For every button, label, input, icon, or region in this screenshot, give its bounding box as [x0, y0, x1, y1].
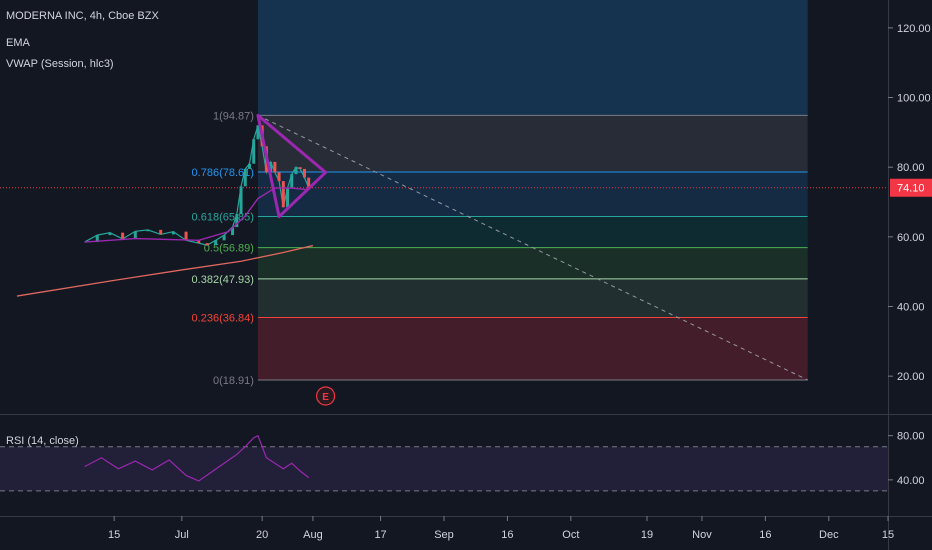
- vwap-line: [84, 187, 309, 243]
- price-candle: [197, 240, 201, 244]
- rsi-axis-label: 40.00: [897, 475, 925, 487]
- price-candle: [281, 181, 285, 208]
- fib-top-zone: [257, 0, 808, 116]
- time-axis-label: 16: [759, 529, 771, 541]
- price-candle: [171, 231, 175, 235]
- fib-level-label: 1(94.87): [213, 110, 254, 122]
- price-candle: [247, 163, 251, 169]
- fib-zone: [257, 172, 808, 217]
- fib-zone: [257, 317, 808, 380]
- dashed-trendline: [257, 114, 808, 381]
- price-candle: [298, 167, 302, 169]
- price-candle: [231, 227, 235, 236]
- time-axis-label: 15: [882, 529, 894, 541]
- price-axis-label: 80.00: [897, 162, 925, 174]
- price-candle: [108, 232, 112, 236]
- price-candle: [159, 229, 163, 235]
- price-candle: [214, 240, 218, 246]
- time-axis-label: Jul: [175, 529, 189, 541]
- price-candle: [286, 188, 290, 208]
- price-candle: [273, 161, 277, 173]
- time-axis-label: Oct: [562, 529, 579, 541]
- price-candle: [307, 177, 311, 188]
- time-axis-label: 19: [641, 529, 653, 541]
- fib-zone: [257, 115, 808, 173]
- time-axis-label: 16: [501, 529, 513, 541]
- price-axis-label: 60.00: [897, 232, 925, 244]
- price-candle: [205, 243, 209, 246]
- price-candle: [277, 172, 281, 182]
- fib-level-label: 0.236(36.84): [192, 313, 254, 325]
- price-candle: [239, 186, 243, 215]
- price-candle: [95, 235, 99, 243]
- time-axis-label: Dec: [819, 529, 839, 541]
- price-candle: [184, 231, 188, 241]
- fib-level-label: 0.786(78.61): [192, 167, 254, 179]
- price-candle: [133, 231, 137, 239]
- rsi-line: [84, 434, 310, 482]
- fib-level-label: 0.382(47.93): [192, 274, 254, 286]
- current-price-label: 74.10: [897, 183, 925, 195]
- legend-ema: EMA: [6, 37, 30, 49]
- time-axis-label: 20: [256, 529, 268, 541]
- price-candle: [252, 139, 256, 164]
- fib-level-label: 0.618(65.85): [192, 211, 254, 223]
- legend-rsi: RSI (14, close): [6, 435, 79, 447]
- price-candle: [269, 161, 273, 173]
- fib-level-label: 0(18.91): [213, 375, 254, 387]
- time-axis-label: 17: [374, 529, 386, 541]
- triangle-pattern: [256, 113, 328, 219]
- price-axis-label: 120.00: [897, 23, 931, 35]
- price-candle: [256, 125, 260, 140]
- fib-zone: [257, 278, 808, 318]
- price-axis-label: 20.00: [897, 371, 925, 383]
- price-candle: [243, 168, 247, 187]
- price-candle: [290, 174, 294, 189]
- time-axis-label: Sep: [434, 529, 454, 541]
- ema-line: [16, 244, 314, 297]
- price-axis-label: 40.00: [897, 302, 925, 314]
- price-axis-label: 100.00: [897, 93, 931, 105]
- fib-zone: [257, 216, 808, 248]
- legend-title: MODERNA INC, 4h, Cboe BZX: [6, 10, 159, 22]
- price-candle: [146, 229, 150, 232]
- price-candle: [121, 232, 125, 239]
- time-axis-label: Aug: [303, 529, 323, 541]
- earnings-marker-label: E: [322, 392, 329, 403]
- price-candle: [222, 235, 226, 241]
- fib-zone: [257, 247, 808, 279]
- time-axis-label: Nov: [692, 529, 712, 541]
- price-candle: [235, 214, 239, 228]
- fib-level-label: 0.5(56.89): [204, 243, 254, 255]
- legend-vwap: VWAP (Session, hlc3): [6, 58, 114, 70]
- time-axis-label: 15: [108, 529, 120, 541]
- earnings-marker: [316, 386, 336, 406]
- rsi-band-fill: [0, 446, 888, 491]
- price-candle: [302, 168, 306, 178]
- rsi-axis-label: 80.00: [897, 431, 925, 443]
- current-price-badge: [890, 178, 932, 197]
- price-candle: [294, 167, 298, 175]
